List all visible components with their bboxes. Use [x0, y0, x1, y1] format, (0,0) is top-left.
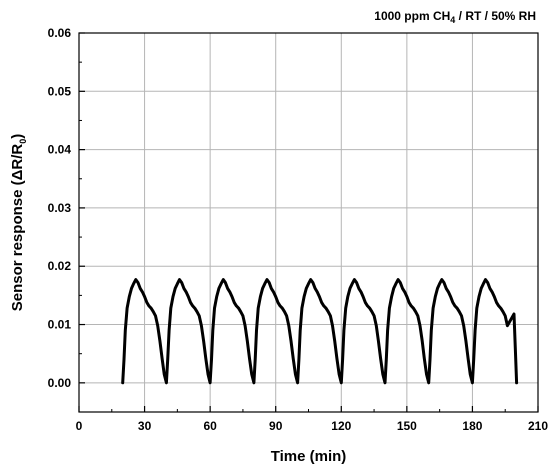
y-tick-label: 0.03: [48, 201, 72, 215]
y-axis-title: Sensor response (ΔR/R0): [9, 134, 28, 312]
x-axis: 0 30 60 90 120 150 180 210: [76, 406, 548, 433]
x-tick-label: 180: [462, 419, 482, 433]
x-tick-label: 210: [528, 419, 548, 433]
x-tick-label: 30: [138, 419, 152, 433]
condition-annotation: 1000 ppm CH4 / RT / 50% RH: [374, 9, 536, 25]
y-tick-label: 0.01: [48, 318, 72, 332]
x-tick-label: 120: [331, 419, 351, 433]
x-axis-title: Time (min): [271, 448, 347, 465]
annotation-prefix: 1000 ppm CH: [374, 9, 450, 23]
y-axis-title-ratio: R/R: [9, 144, 26, 170]
annotation-suffix: / RT / 50% RH: [455, 9, 536, 23]
y-axis-title-sub: 0: [18, 139, 28, 144]
y-tick-label: 0.06: [48, 26, 72, 40]
x-tick-label: 60: [203, 419, 217, 433]
y-tick-label: 0.04: [48, 143, 72, 157]
y-tick-label: 0.05: [48, 84, 72, 98]
x-tick-label: 90: [269, 419, 283, 433]
y-axis-title-close: ): [9, 134, 26, 139]
y-axis-title-delta: Δ: [9, 169, 26, 180]
y-axis-title-main: Sensor response (: [9, 180, 26, 311]
annotation-sub: 4: [450, 15, 455, 25]
x-tick-label: 0: [76, 419, 83, 433]
x-tick-label: 150: [397, 419, 417, 433]
y-tick-label: 0.02: [48, 259, 72, 273]
y-axis: 0.00 0.01 0.02 0.03 0.04 0.05 0.06: [48, 26, 85, 413]
y-tick-label: 0.00: [48, 376, 72, 390]
plot-area: [121, 278, 519, 385]
series-line: [121, 278, 519, 385]
